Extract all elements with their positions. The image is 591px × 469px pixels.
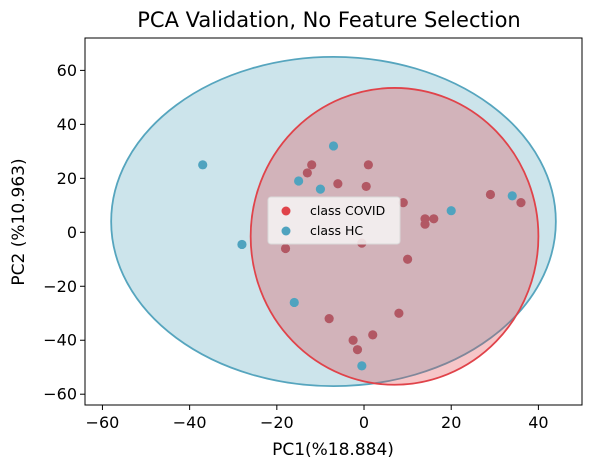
point-class-covid [307,160,316,169]
point-class-covid [364,160,373,169]
y-tick-label: 40 [57,115,77,134]
point-class-hc [508,191,517,200]
point-class-hc [329,141,338,150]
y-tick-label: 0 [67,223,77,242]
x-tick-label: 20 [441,413,461,432]
chart-title: PCA Validation, No Feature Selection [137,8,520,32]
legend-marker-covid [282,207,291,216]
point-class-covid [362,182,371,191]
point-class-covid [516,198,525,207]
point-class-hc [447,206,456,215]
point-class-covid [281,244,290,253]
legend-marker-hc [282,227,291,236]
legend: class COVID class HC [268,197,400,244]
point-class-covid [303,168,312,177]
point-class-covid [325,314,334,323]
y-tick-label: −20 [43,277,77,296]
legend-label-hc: class HC [310,223,363,238]
y-tick-label: −40 [43,331,77,350]
point-class-covid [353,345,362,354]
point-class-covid [394,309,403,318]
point-class-hc [316,185,325,194]
point-class-covid [349,336,358,345]
y-tick-label: −60 [43,385,77,404]
point-class-covid [429,214,438,223]
point-class-covid [420,220,429,229]
point-class-covid [403,255,412,264]
x-axis-label: PC1(%18.884) [272,440,394,460]
y-axis-label: PC2 (%10.963) [9,158,29,285]
y-axis: −60 −40 −20 0 20 40 60 [43,61,85,404]
legend-label-covid: class COVID [310,203,385,218]
y-tick-label: 60 [57,61,77,80]
x-axis: −60 −40 −20 0 20 40 [86,405,549,432]
x-tick-label: 40 [528,413,548,432]
point-class-covid [333,179,342,188]
point-class-hc [290,298,299,307]
x-tick-label: −60 [86,413,120,432]
x-tick-label: −20 [260,413,294,432]
point-class-covid [486,190,495,199]
point-class-covid [368,330,377,339]
x-tick-label: 0 [359,413,369,432]
point-class-hc [294,176,303,185]
point-class-hc [237,240,246,249]
point-class-hc [357,361,366,370]
point-class-hc [198,160,207,169]
y-tick-label: 20 [57,169,77,188]
x-tick-label: −40 [173,413,207,432]
